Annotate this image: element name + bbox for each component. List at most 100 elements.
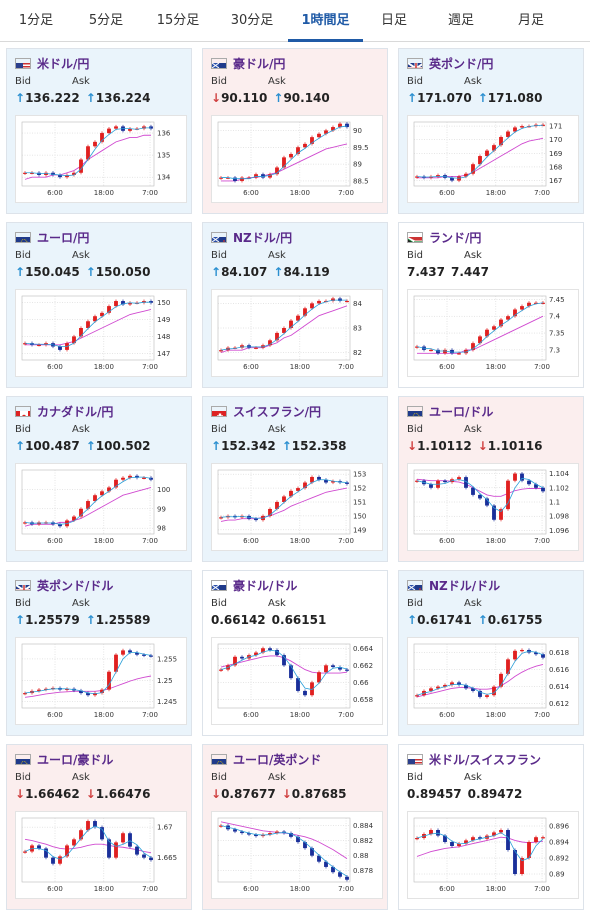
mini-chart[interactable]: 0.896 0.894 0.892 0.89 6:00 18:00 7:00 xyxy=(407,811,579,899)
x-tick-label: 7:00 xyxy=(142,363,158,371)
mini-chart[interactable]: 100 99 98 6:00 18:00 7:00 xyxy=(15,463,187,551)
flag-icon xyxy=(211,405,227,417)
pair-name[interactable]: ユーロ/ドル xyxy=(429,404,494,419)
candle-body xyxy=(457,353,461,355)
candle-body xyxy=(317,300,321,304)
candlestick-chart: 90 89.5 89 88.5 6:00 18:00 7:00 xyxy=(217,121,369,197)
pair-name[interactable]: 豪ドル/円 xyxy=(233,56,286,71)
pair-name[interactable]: 英ポンド/円 xyxy=(429,56,494,71)
pair-name[interactable]: NZドル/円 xyxy=(233,230,293,245)
candle-body xyxy=(345,482,349,484)
currency-card[interactable]: 米ドル/円 Bid Ask ↑136.222 ↑136.224 136 135 134 6:00… xyxy=(6,48,192,214)
currency-card[interactable]: 米ドル/スイスフラン Bid Ask 0.89457 0.89472 0.896 0.894… xyxy=(398,744,584,910)
tab-7[interactable]: 月足 xyxy=(517,13,544,28)
tab-3[interactable]: 30分足 xyxy=(230,13,274,28)
mini-chart[interactable]: 0.618 0.616 0.614 0.612 6:00 18:00 7:00 xyxy=(407,637,579,725)
candle-body xyxy=(485,150,489,157)
currency-card[interactable]: NZドル/円 Bid Ask ↑84.107 ↑84.119 84 83 82 6:00 18:0… xyxy=(202,222,388,388)
ask-value: 7.447 xyxy=(450,265,489,279)
ask-price: ↑0.61755 xyxy=(478,613,543,627)
arrow-up-icon: ↑ xyxy=(211,265,222,279)
tab-1[interactable]: 5分足 xyxy=(88,13,124,28)
arrow-down-icon: ↓ xyxy=(211,787,222,801)
mini-chart[interactable]: 7.45 7.4 7.35 7.3 6:00 18:00 7:00 xyxy=(407,289,579,377)
mini-chart[interactable]: 1.67 1.665 6:00 18:00 7:00 xyxy=(15,811,187,899)
mini-chart[interactable]: 171 170 169 168 167 6:00 18:00 7:00 xyxy=(407,115,579,203)
bid-value: 1.10112 xyxy=(417,439,472,453)
pair-name[interactable]: 英ポンド/ドル xyxy=(37,578,114,593)
pair-name[interactable]: スイスフラン/円 xyxy=(233,404,322,419)
pair-name[interactable]: ユーロ/円 xyxy=(37,230,90,245)
currency-card[interactable]: NZドル/ドル Bid Ask ↑0.61741 ↑0.61755 0.618 0.616 0… xyxy=(398,570,584,736)
pair-name[interactable]: 豪ドル/ドル xyxy=(233,578,298,593)
y-tick-label: 7.35 xyxy=(549,330,565,338)
mini-chart[interactable]: 1.255 1.25 1.245 6:00 18:00 7:00 xyxy=(15,637,187,725)
bid-label: Bid xyxy=(15,250,31,261)
mini-chart[interactable]: 1.104 1.102 1.1 1.098 1.096 6:00 18:00 7:00 xyxy=(407,463,579,551)
candle-body xyxy=(275,831,279,834)
card-header: 英ポンド/円 xyxy=(407,53,493,73)
candle-body xyxy=(324,479,328,483)
currency-card[interactable]: ユーロ/豪ドル Bid Ask ↓1.66462 ↓1.66476 1.67 1.665 6:… xyxy=(6,744,192,910)
candle-body xyxy=(527,480,531,485)
x-tick-label: 7:00 xyxy=(338,711,354,719)
ask-value: 100.502 xyxy=(95,439,151,453)
tab-6[interactable]: 週足 xyxy=(447,13,474,28)
pair-name[interactable]: 米ドル/スイスフラン xyxy=(429,752,542,767)
bid-value: 1.25579 xyxy=(25,613,80,627)
candle-body xyxy=(485,695,489,697)
bid-ask-labels: Bid Ask xyxy=(211,598,286,609)
price-trend-line xyxy=(220,479,348,519)
currency-card[interactable]: 豪ドル/円 Bid Ask ↓90.110 ↑90.140 90 89.5 89 88.5 6:0… xyxy=(202,48,388,214)
pair-name[interactable]: ユーロ/英ポンド xyxy=(233,752,322,767)
currency-card[interactable]: 英ポンド/ドル Bid Ask ↑1.25579 ↑1.25589 1.255 1.25 1.… xyxy=(6,570,192,736)
arrow-up-icon: ↑ xyxy=(407,91,418,105)
tab-2[interactable]: 15分足 xyxy=(156,13,200,28)
pair-name[interactable]: ユーロ/豪ドル xyxy=(37,752,114,767)
candle-body xyxy=(303,308,307,316)
tab-0[interactable]: 1分足 xyxy=(18,13,54,28)
currency-card[interactable]: ランド/円 Bid Ask 7.437 7.447 7.45 7.4 7.35 7.3 6:00 1… xyxy=(398,222,584,388)
x-tick-label: 7:00 xyxy=(534,189,550,197)
currency-card[interactable]: ユーロ/円 Bid Ask ↑150.045 ↑150.050 150 149 148 147 6… xyxy=(6,222,192,388)
candle-body xyxy=(100,827,104,840)
candle-body xyxy=(338,123,342,128)
bid-value: 152.342 xyxy=(221,439,276,453)
mini-chart[interactable]: 150 149 148 147 6:00 18:00 7:00 xyxy=(15,289,187,377)
arrow-down-icon: ↓ xyxy=(281,787,292,801)
ask-value: 1.66476 xyxy=(95,787,151,801)
candle-body xyxy=(415,695,419,697)
card-header: スイスフラン/円 xyxy=(211,401,321,421)
prices-row: ↑150.045 ↑150.050 xyxy=(15,265,156,279)
ask-price: ↑152.358 xyxy=(282,439,347,453)
tab-4[interactable]: 1時間足 xyxy=(288,0,363,42)
currency-card[interactable]: カナダドル/円 Bid Ask ↑100.487 ↑100.502 100 99 98 6:00… xyxy=(6,396,192,562)
pair-name[interactable]: ランド/円 xyxy=(429,230,482,245)
ask-price: ↑171.080 xyxy=(478,91,543,105)
mini-chart[interactable]: 153 152 151 150 149 6:00 18:00 7:00 xyxy=(211,463,383,551)
candle-body xyxy=(499,509,503,520)
tab-5[interactable]: 日足 xyxy=(380,13,407,28)
candle-body xyxy=(296,315,300,321)
currency-card[interactable]: ユーロ/ドル Bid Ask ↓1.10112 ↓1.10116 1.104 1.102 1.… xyxy=(398,396,584,562)
currency-card[interactable]: スイスフラン/円 Bid Ask ↑152.342 ↑152.358 153 152 151 1… xyxy=(202,396,388,562)
currency-card[interactable]: 英ポンド/円 Bid Ask ↑171.070 ↑171.080 171 170 169 168… xyxy=(398,48,584,214)
pair-name[interactable]: 米ドル/円 xyxy=(37,56,90,71)
candle-body xyxy=(492,145,496,151)
candle-body xyxy=(23,693,27,695)
plot-frame xyxy=(413,295,547,361)
currency-card[interactable]: 豪ドル/ドル Bid Ask 0.66142 0.66151 0.664 0.662 0.66… xyxy=(202,570,388,736)
mini-chart[interactable]: 90 89.5 89 88.5 6:00 18:00 7:00 xyxy=(211,115,383,203)
y-tick-label: 171 xyxy=(549,123,562,131)
currency-card[interactable]: ユーロ/英ポンド Bid Ask ↓0.87677 ↓0.87685 0.884 0.882… xyxy=(202,744,388,910)
mini-chart[interactable]: 84 83 82 6:00 18:00 7:00 xyxy=(211,289,383,377)
candle-body xyxy=(534,652,538,655)
pair-name[interactable]: カナダドル/円 xyxy=(37,404,114,419)
prices-row: 0.66142 0.66151 xyxy=(211,613,332,627)
prices-row: 0.89457 0.89472 xyxy=(407,787,528,801)
pair-name[interactable]: NZドル/ドル xyxy=(429,578,501,593)
mini-chart[interactable]: 136 135 134 6:00 18:00 7:00 xyxy=(15,115,187,203)
mini-chart[interactable]: 0.664 0.662 0.66 0.658 6:00 18:00 7:00 xyxy=(211,637,383,725)
mini-chart[interactable]: 0.884 0.882 0.88 0.878 6:00 18:00 7:00 xyxy=(211,811,383,899)
candle-body xyxy=(142,854,146,858)
